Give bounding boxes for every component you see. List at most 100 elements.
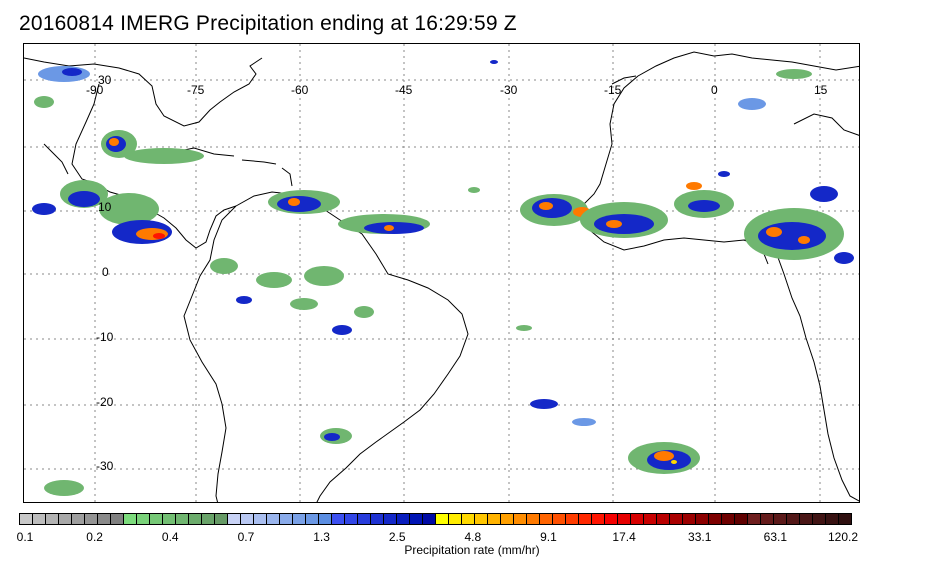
colorbar-swatch (227, 513, 240, 525)
lat-label: 10 (98, 200, 112, 214)
colorbar-swatch (669, 513, 682, 525)
lon-label: 15 (814, 83, 828, 97)
map-canvas: -90 -75 -60 -45 -30 -15 0 15 30 10 0 -10… (24, 44, 859, 502)
lon-label: -45 (395, 83, 413, 97)
colorbar-swatch (110, 513, 123, 525)
lon-label: -90 (86, 83, 104, 97)
colorbar-swatch (656, 513, 669, 525)
colorbar-swatch (201, 513, 214, 525)
colorbar-tick-label: 17.4 (612, 530, 636, 544)
colorbar-swatch (760, 513, 773, 525)
colorbar-swatch (305, 513, 318, 525)
colorbar-tick-label: 120.2 (827, 530, 859, 544)
colorbar-swatch (643, 513, 656, 525)
precipitation-cells (32, 60, 854, 496)
colorbar-swatch (838, 513, 851, 525)
colorbar-tick-label: 9.1 (540, 530, 557, 544)
lon-label: -75 (187, 83, 205, 97)
lon-label: -60 (291, 83, 309, 97)
colorbar-swatch (630, 513, 643, 525)
colorbar-swatch (513, 513, 526, 525)
lon-label: -30 (500, 83, 518, 97)
colorbar-swatch (500, 513, 513, 525)
colorbar-swatch (773, 513, 786, 525)
colorbar-swatch (266, 513, 279, 525)
colorbar-swatch (45, 513, 58, 525)
colorbar-swatch (19, 513, 32, 525)
colorbar-tick-label: 0.4 (161, 530, 179, 544)
lat-label: 30 (98, 73, 112, 87)
colorbar-swatch (253, 513, 266, 525)
colorbar-swatch (422, 513, 435, 525)
colorbar-tick-label: 2.5 (388, 530, 406, 544)
map-title: 20160814 IMERG Precipitation ending at 1… (19, 12, 517, 35)
colorbar-swatch (357, 513, 370, 525)
colorbar-swatch (409, 513, 422, 525)
colorbar-swatch (383, 513, 396, 525)
colorbar-swatch (396, 513, 409, 525)
colorbar-swatch (435, 513, 448, 525)
colorbar-tick-label: 4.8 (464, 530, 482, 544)
colorbar-swatch (708, 513, 721, 525)
colorbar-swatch (695, 513, 708, 525)
colorbar-swatch (71, 513, 84, 525)
colorbar-swatch (175, 513, 188, 525)
colorbar-swatch (123, 513, 136, 525)
colorbar-swatch (240, 513, 253, 525)
colorbar-swatch (747, 513, 760, 525)
colorbar-swatch (591, 513, 604, 525)
latitude-labels: 30 10 0 -10 -20 -30 (96, 73, 114, 473)
colorbar-swatch (786, 513, 799, 525)
colorbar-swatch (578, 513, 591, 525)
colorbar-tick-label: 1.3 (313, 530, 330, 544)
colorbar-swatch (721, 513, 734, 525)
colorbar-caption: Precipitation rate (mm/hr) (404, 543, 540, 557)
colorbar-tick-label: 63.1 (763, 530, 788, 544)
colorbar-swatch (292, 513, 305, 525)
colorbar-swatch (279, 513, 292, 525)
lon-label: 0 (711, 83, 718, 97)
colorbar-swatch (162, 513, 175, 525)
graticule (24, 44, 859, 502)
colorbar-swatch (344, 513, 357, 525)
coastlines (24, 51, 859, 502)
colorbar-swatch (734, 513, 747, 525)
lat-label: -30 (96, 459, 114, 473)
colorbar-swatch (799, 513, 812, 525)
colorbar-swatch (370, 513, 383, 525)
lat-label: 0 (102, 265, 109, 279)
colorbar-tick-label: 0.1 (16, 530, 34, 544)
colorbar-swatch (604, 513, 617, 525)
colorbar-swatch (97, 513, 110, 525)
colorbar-swatch (682, 513, 695, 525)
lat-label: -20 (96, 395, 114, 409)
colorbar-swatch (617, 513, 630, 525)
colorbar-swatch (214, 513, 227, 525)
colorbar-swatch (461, 513, 474, 525)
lon-label: -15 (604, 83, 622, 97)
precipitation-map: -90 -75 -60 -45 -30 -15 0 15 30 10 0 -10… (23, 43, 860, 503)
colorbar-swatch (526, 513, 539, 525)
colorbar-swatch (136, 513, 149, 525)
colorbar-swatch (474, 513, 487, 525)
colorbar-swatch (58, 513, 71, 525)
colorbar-tick-label: 33.1 (688, 530, 712, 544)
lat-label: -10 (96, 330, 114, 344)
colorbar-swatch (318, 513, 331, 525)
colorbar-swatch (812, 513, 825, 525)
longitude-labels: -90 -75 -60 -45 -30 -15 0 15 (86, 83, 828, 97)
colorbar-swatch (539, 513, 552, 525)
colorbar-swatch (825, 513, 838, 525)
colorbar-tick-label: 0.2 (86, 530, 103, 544)
colorbar-swatch (552, 513, 565, 525)
colorbar-swatch (448, 513, 461, 525)
colorbar-swatch (188, 513, 201, 525)
colorbar-tick-label: 0.7 (237, 530, 255, 544)
colorbar-swatch (32, 513, 45, 525)
colorbar-end (851, 513, 852, 525)
colorbar-swatch (487, 513, 500, 525)
colorbar-swatch (149, 513, 162, 525)
colorbar-swatch (565, 513, 578, 525)
colorbar-swatch (84, 513, 97, 525)
colorbar-swatch (331, 513, 344, 525)
